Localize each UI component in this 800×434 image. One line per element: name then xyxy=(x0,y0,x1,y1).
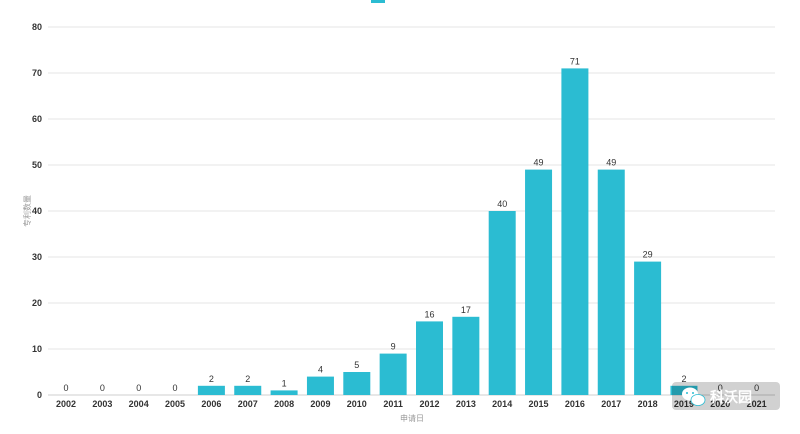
x-tick-label-2002: 2002 xyxy=(56,399,76,409)
bar-2012 xyxy=(416,321,443,395)
data-label-2003: 0 xyxy=(100,383,105,393)
x-tick-label-2005: 2005 xyxy=(165,399,185,409)
data-label-2018: 29 xyxy=(643,250,653,260)
y-tick-label: 80 xyxy=(32,22,42,32)
x-tick-label-2021: 2021 xyxy=(747,399,767,409)
bar-2013 xyxy=(452,316,480,395)
data-label-2002: 0 xyxy=(63,383,68,393)
x-axis-ticks: 2002 2003 2004 2005 2006 2007 2008 2009 2010 2011… xyxy=(56,399,767,409)
bar-2014 xyxy=(488,211,516,395)
x-tick-label-2020: 2020 xyxy=(710,399,730,409)
data-label-2015: 49 xyxy=(534,158,544,168)
data-label-2004: 0 xyxy=(136,383,141,393)
y-tick-label: 70 xyxy=(32,68,42,78)
y-tick-label: 50 xyxy=(32,160,42,170)
x-tick-label-2009: 2009 xyxy=(310,399,330,409)
y-axis-ticks: 0 10 20 30 40 50 60 70 80 xyxy=(32,22,42,400)
y-tick-label: 0 xyxy=(37,390,42,400)
y-tick-label: 60 xyxy=(32,114,42,124)
bar-2017 xyxy=(597,169,625,395)
data-labels: 0 0 0 0 2 2 1 4 5 9 16 17 40 49 71 49 29 2 0 0 xyxy=(63,56,759,393)
bar-2018 xyxy=(634,261,662,395)
x-tick-label-2014: 2014 xyxy=(492,399,512,409)
x-tick-label-2015: 2015 xyxy=(529,399,549,409)
x-tick-label-2019: 2019 xyxy=(674,399,694,409)
data-label-2021: 0 xyxy=(754,383,759,393)
data-label-2019: 2 xyxy=(681,374,686,384)
x-tick-label-2016: 2016 xyxy=(565,399,585,409)
wechat-icon xyxy=(682,387,706,406)
y-tick-label: 10 xyxy=(32,344,42,354)
data-label-2013: 17 xyxy=(461,305,471,315)
bar-2015 xyxy=(525,169,553,395)
x-tick-label-2011: 2011 xyxy=(383,399,403,409)
data-label-2006: 2 xyxy=(209,374,214,384)
bar-2016 xyxy=(561,68,589,396)
y-axis-title: 专利数量 xyxy=(22,195,32,227)
x-tick-label-2018: 2018 xyxy=(638,399,658,409)
y-tick-label: 40 xyxy=(32,206,42,216)
data-label-2012: 16 xyxy=(424,309,434,319)
x-tick-label-2003: 2003 xyxy=(92,399,112,409)
bar-2006 xyxy=(197,385,225,395)
data-label-2007: 2 xyxy=(245,374,250,384)
data-label-2010: 5 xyxy=(354,360,359,370)
x-tick-label-2004: 2004 xyxy=(129,399,149,409)
data-label-2009: 4 xyxy=(318,365,323,375)
x-tick-label-2007: 2007 xyxy=(238,399,258,409)
x-tick-label-2010: 2010 xyxy=(347,399,367,409)
data-label-2005: 0 xyxy=(173,383,178,393)
x-tick-label-2006: 2006 xyxy=(201,399,221,409)
x-tick-label-2013: 2013 xyxy=(456,399,476,409)
gridlines xyxy=(48,26,775,396)
x-axis-title: 申请日 xyxy=(400,413,424,423)
x-tick-label-2012: 2012 xyxy=(419,399,439,409)
y-tick-label: 20 xyxy=(32,298,42,308)
bar-2010 xyxy=(343,372,371,395)
bars xyxy=(197,68,698,396)
data-label-2020: 0 xyxy=(718,383,723,393)
data-label-2008: 1 xyxy=(282,378,287,388)
bar-2009 xyxy=(306,376,334,395)
data-label-2016: 71 xyxy=(570,56,580,66)
legend-marker xyxy=(371,0,385,3)
bar-2011 xyxy=(379,353,407,395)
data-label-2014: 40 xyxy=(497,199,507,209)
x-tick-label-2008: 2008 xyxy=(274,399,294,409)
watermark-text: 科沃园 xyxy=(710,389,752,405)
bar-2008 xyxy=(270,390,298,395)
data-label-2017: 49 xyxy=(606,158,616,168)
y-tick-label: 30 xyxy=(32,252,42,262)
watermark: 科沃园 xyxy=(672,382,780,410)
data-label-2011: 9 xyxy=(391,342,396,352)
x-tick-label-2017: 2017 xyxy=(601,399,621,409)
bar-2007 xyxy=(234,385,262,395)
